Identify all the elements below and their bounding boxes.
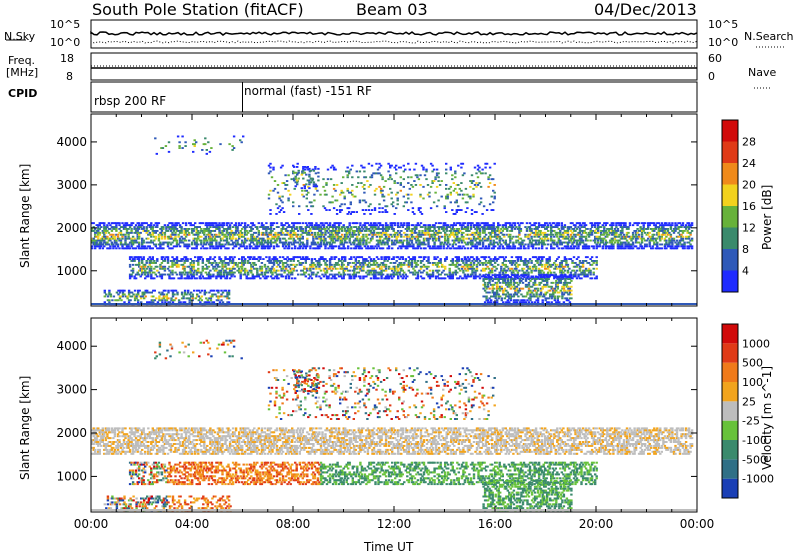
colorbar-segment <box>722 478 738 498</box>
colorbar-tick-label: 20 <box>742 179 756 192</box>
nsearch-line <box>90 40 698 44</box>
colorbar-tick-label: 8 <box>742 243 749 256</box>
nave-tick-bottom: 0 <box>708 70 715 83</box>
nsky-tick-top: 10^5 <box>50 18 81 31</box>
x-axis-label: Time UT <box>364 540 414 554</box>
station-title: South Pole Station (fitACF) <box>92 0 304 19</box>
y-tick-label: 3000 <box>56 383 87 397</box>
colorbar-segment <box>722 270 738 292</box>
y-tick-label: 1000 <box>56 469 87 483</box>
cpid-segment-2: normal (fast) -151 RF <box>244 84 372 98</box>
colorbar-tick-label: 24 <box>742 157 756 170</box>
cpid-panel <box>90 81 698 113</box>
y-tick-label: 2000 <box>56 221 87 235</box>
colorbar-segment <box>722 382 738 402</box>
x-tick-label: 12:00 <box>377 517 412 531</box>
velocity-heatmap <box>91 339 694 512</box>
colorbar-segment <box>722 343 738 363</box>
x-tick-label: 00:00 <box>74 517 109 531</box>
nsearch-tick-bottom: 10^0 <box>708 36 739 49</box>
colorbar-tick-label: 500 <box>742 357 763 370</box>
x-tick-label: 00:00 <box>680 517 715 531</box>
cpid-label: CPID <box>8 87 38 100</box>
colorbar-tick-label: 25 <box>742 395 756 408</box>
nave-label: Nave <box>748 66 777 79</box>
x-tick-label: 08:00 <box>276 517 311 531</box>
colorbar-tick-label: -25 <box>742 415 760 428</box>
freq-label-line2: [MHz] <box>6 66 39 79</box>
x-tick-label: 16:00 <box>478 517 513 531</box>
colorbar-tick-label: 12 <box>742 222 756 235</box>
freq-tick-top: 18 <box>60 52 74 65</box>
colorbar-segment <box>722 249 738 271</box>
colorbar-segment <box>722 459 738 479</box>
beam-label: Beam 03 <box>356 0 428 19</box>
y-tick-label: 1000 <box>56 264 87 278</box>
colorbar-tick-label: -500 <box>742 453 767 466</box>
colorbar-segment <box>722 440 738 460</box>
y-tick-label: 4000 <box>56 135 87 149</box>
cpid-segment-1: rbsp 200 RF <box>94 94 167 108</box>
colorbar-segment <box>722 206 738 228</box>
colorbar-tick-label: 16 <box>742 200 756 213</box>
nsky-line <box>90 30 698 36</box>
colorbar-segment <box>722 120 738 142</box>
nsearch-tick-top: 10^5 <box>708 18 739 31</box>
nsearch-label: N.Search <box>744 30 794 43</box>
colorbar-segment <box>722 227 738 249</box>
colorbar-segment <box>722 324 738 344</box>
nave-tick-top: 60 <box>708 52 722 65</box>
colorbar-segment <box>722 362 738 382</box>
colorbar-segment <box>722 420 738 440</box>
colorbar-segment <box>722 401 738 421</box>
y-tick-label: 4000 <box>56 339 87 353</box>
colorbar-tick-label: 1000 <box>742 337 770 350</box>
date-label: 04/Dec/2013 <box>594 0 697 19</box>
colorbar-tick-label: 4 <box>742 265 749 278</box>
y-tick-label: 2000 <box>56 426 87 440</box>
colorbar-segment <box>722 141 738 163</box>
colorbar-tick-label: -1000 <box>742 473 774 486</box>
colorbar-tick-label: 100 <box>742 376 763 389</box>
power-heatmap <box>91 135 694 306</box>
colorbar-frame <box>721 119 739 293</box>
colorbar-frame <box>721 323 739 499</box>
freq-tick-bottom: 8 <box>66 70 73 83</box>
freq-label-line1: Freq. <box>8 54 36 67</box>
colorbar-segment <box>722 163 738 185</box>
colorbar-tick-label: -100 <box>742 434 767 447</box>
colorbar-tick-label: 28 <box>742 136 756 149</box>
nsky-tick-bottom: 10^0 <box>50 36 81 49</box>
y-tick-label: 3000 <box>56 178 87 192</box>
colorbar-segment <box>722 184 738 206</box>
x-tick-label: 20:00 <box>579 517 614 531</box>
x-tick-label: 04:00 <box>175 517 210 531</box>
